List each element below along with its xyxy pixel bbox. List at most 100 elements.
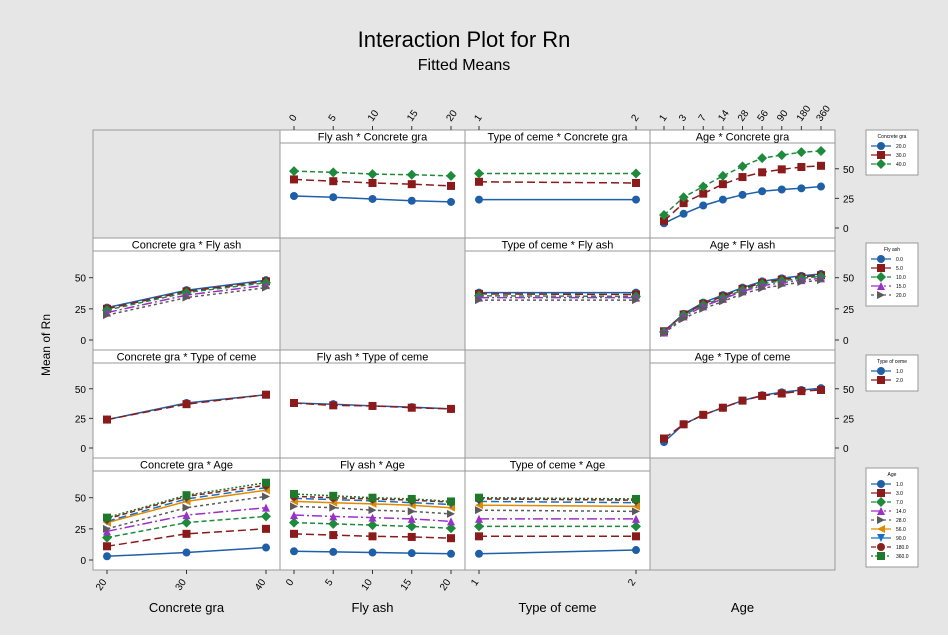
data-point xyxy=(776,150,787,161)
data-point xyxy=(103,542,111,551)
data-point xyxy=(474,168,484,179)
data-point xyxy=(474,521,484,532)
y-tick-label: 50 xyxy=(75,385,87,396)
data-point xyxy=(262,524,270,533)
data-point xyxy=(407,180,416,189)
y-tick-label: 0 xyxy=(843,224,849,235)
legend-entry: 360.0 xyxy=(896,554,909,560)
y-tick-label: 0 xyxy=(80,556,86,567)
panel-title: Concrete gra * Type of ceme xyxy=(117,352,257,364)
legend-marker xyxy=(877,534,885,542)
data-point xyxy=(659,209,669,220)
legend-entry: 3.0 xyxy=(896,491,903,497)
series-line xyxy=(478,500,637,504)
data-point xyxy=(103,524,111,533)
data-point xyxy=(368,532,377,541)
data-point xyxy=(329,547,338,556)
data-point xyxy=(182,293,191,302)
legend-marker xyxy=(877,367,885,375)
y-tick-label: 25 xyxy=(75,525,87,536)
data-point xyxy=(777,389,786,398)
data-point xyxy=(407,196,416,205)
data-point xyxy=(182,529,191,538)
legend-marker xyxy=(877,516,885,524)
data-point xyxy=(447,404,455,413)
data-point xyxy=(182,491,191,500)
data-point xyxy=(262,492,270,501)
legend-marker xyxy=(877,543,885,551)
legend-box xyxy=(865,129,919,176)
data-point xyxy=(632,195,640,204)
factor-label: Type of ceme xyxy=(518,600,596,615)
series-line xyxy=(106,286,267,316)
grid-cell xyxy=(279,237,466,351)
data-point xyxy=(103,552,111,561)
legend-entry: 5.0 xyxy=(896,266,903,272)
data-point xyxy=(475,506,483,515)
factor-label: Fly ash xyxy=(352,600,394,615)
data-point xyxy=(290,398,298,407)
x-tick-label: 0 xyxy=(287,112,299,123)
data-point xyxy=(262,283,270,292)
data-point xyxy=(182,400,191,409)
legend-entry: 2.0 xyxy=(896,378,903,384)
data-point xyxy=(679,199,688,208)
legend-marker xyxy=(877,480,885,488)
y-tick-label: 25 xyxy=(843,305,855,316)
data-point xyxy=(679,420,688,429)
legend-marker xyxy=(877,376,885,384)
data-point xyxy=(777,281,786,290)
data-point xyxy=(447,181,455,190)
legend-entry: 20.0 xyxy=(896,144,906,150)
data-point xyxy=(262,478,270,487)
data-point xyxy=(447,549,455,558)
data-point xyxy=(289,517,299,528)
data-point xyxy=(290,192,298,201)
factor-label: Age xyxy=(731,600,754,615)
data-point xyxy=(777,185,786,194)
data-point xyxy=(797,387,806,396)
data-point xyxy=(290,502,298,511)
legend-marker xyxy=(877,282,885,290)
series-line xyxy=(293,495,452,503)
grid-cell xyxy=(649,457,836,571)
data-point xyxy=(103,415,111,424)
y-tick-label: 50 xyxy=(843,165,855,176)
x-tick-label: 1 xyxy=(469,577,481,588)
y-axis-label: Mean of Rn xyxy=(39,314,53,376)
data-point xyxy=(103,513,111,522)
data-point xyxy=(475,195,483,204)
data-point xyxy=(289,166,299,177)
legend-entry: 40.0 xyxy=(896,162,906,168)
data-point xyxy=(718,297,727,306)
data-point xyxy=(632,532,640,541)
y-tick-label: 25 xyxy=(75,305,87,316)
data-point xyxy=(717,170,728,181)
data-point xyxy=(447,497,455,506)
panel: Fly ash * Concrete gra xyxy=(279,129,466,239)
data-point xyxy=(632,494,640,503)
data-point xyxy=(738,190,747,199)
data-point xyxy=(329,531,338,540)
data-point xyxy=(777,165,786,174)
y-tick-label: 50 xyxy=(843,385,855,396)
y-tick-label: 50 xyxy=(843,274,855,285)
legend-entry: 7.0 xyxy=(896,500,903,506)
legend-entry: 1.0 xyxy=(896,369,903,375)
x-tick-label: 3 xyxy=(677,112,689,123)
legend-entry: 20.0 xyxy=(896,293,906,299)
series-line xyxy=(663,279,822,334)
data-point xyxy=(475,296,483,305)
legend-marker xyxy=(877,255,885,263)
series-line xyxy=(478,504,637,508)
legend-marker xyxy=(877,264,885,272)
data-point xyxy=(261,511,271,522)
legend-marker xyxy=(876,497,886,507)
panel-title: Concrete gra * Fly ash xyxy=(132,240,241,252)
data-point xyxy=(368,401,377,410)
data-point xyxy=(103,527,111,536)
factor-label: Concrete gra xyxy=(149,600,225,615)
data-point xyxy=(475,514,483,523)
legend-marker xyxy=(877,489,885,497)
data-point xyxy=(737,161,748,172)
